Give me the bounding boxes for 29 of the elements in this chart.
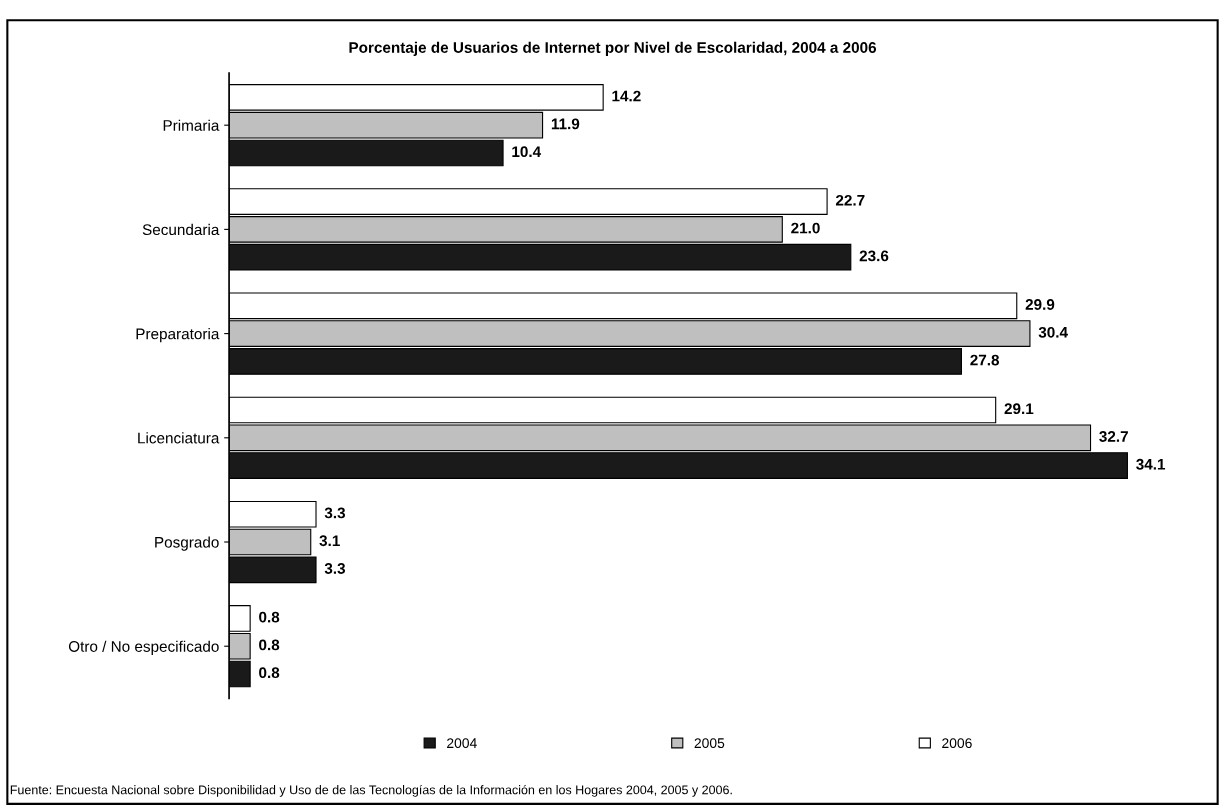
data-label: 3.3 — [324, 507, 346, 519]
data-label: 10.4 — [512, 146, 542, 158]
legend-label: 2004 — [447, 738, 477, 749]
data-label: 21.0 — [791, 222, 820, 234]
data-label: 22.7 — [835, 194, 865, 206]
chart-title: Porcentaje de Usuarios de Internet por Nivel de Escolaridad, 2004 a 2006 — [349, 41, 877, 56]
y-tick-label: Secundaria — [142, 223, 220, 236]
data-label: 3.3 — [324, 563, 346, 574]
data-label: 29.1 — [1004, 403, 1034, 415]
legend-label: 2005 — [694, 738, 725, 749]
data-label: 0.8 — [259, 611, 280, 623]
data-label: 23.6 — [859, 250, 889, 262]
data-label: 32.7 — [1099, 431, 1128, 442]
y-tick-label: Otro / No especificado — [68, 640, 219, 655]
legend-label: 2006 — [942, 738, 972, 749]
data-label: 0.8 — [259, 667, 280, 679]
y-tick-label: Preparatoria — [136, 328, 220, 343]
data-label: 0.8 — [259, 639, 280, 651]
data-label: 3.1 — [319, 535, 340, 547]
data-label: 34.1 — [1136, 458, 1166, 470]
source-note: Fuente: Encuesta Nacional sobre Disponibilidad y Uso de de las Tecnologías de la Información en los Hogares 2004, 2005 y 2006. — [10, 784, 732, 797]
y-tick-label: Licenciatura — [138, 432, 220, 444]
data-label: 14.2 — [612, 90, 641, 102]
data-label: 11.9 — [551, 118, 580, 130]
data-label: 29.9 — [1025, 299, 1055, 310]
data-label: 30.4 — [1038, 326, 1068, 338]
y-tick-label: Primaria — [163, 119, 220, 131]
y-tick-label: Posgrado — [155, 536, 219, 551]
data-label: 27.8 — [970, 354, 1000, 366]
